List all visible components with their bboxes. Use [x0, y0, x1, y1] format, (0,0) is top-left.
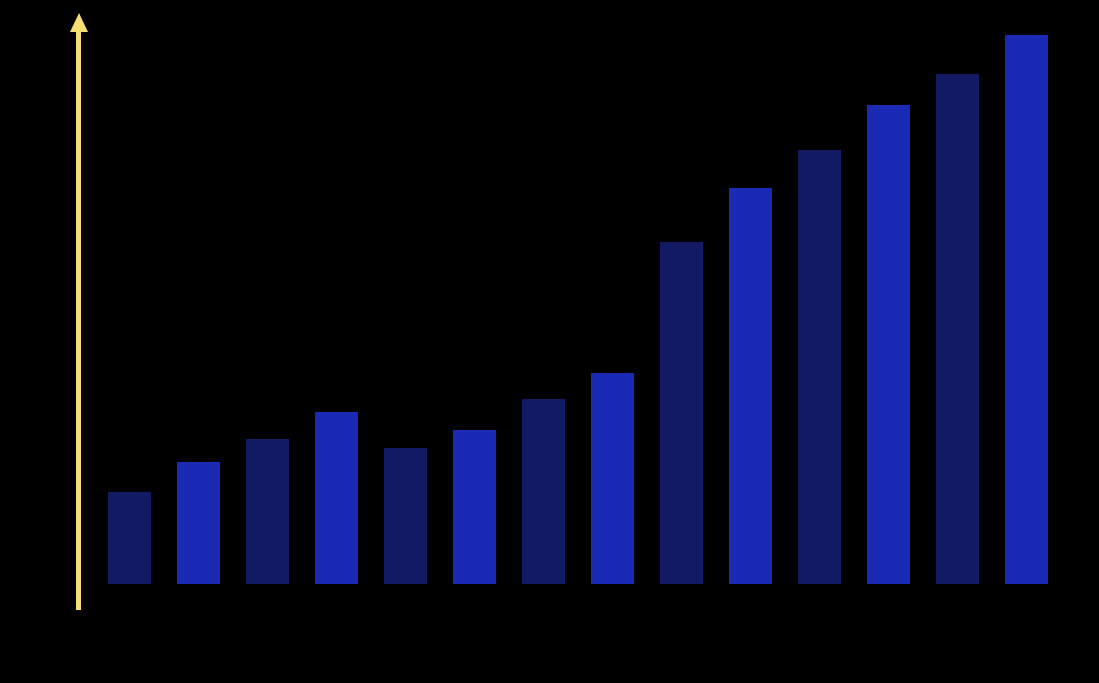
- bar-10: [729, 188, 772, 584]
- bar-11: [798, 150, 841, 584]
- y-axis-line: [76, 28, 81, 610]
- y-axis-arrow-up-icon: [69, 13, 88, 32]
- bar-8: [591, 373, 634, 584]
- bar-5: [384, 448, 427, 584]
- bar-12: [867, 105, 910, 584]
- bar-4: [315, 412, 358, 584]
- bar-1: [108, 492, 151, 584]
- bar-9: [660, 242, 703, 584]
- bar-2: [177, 462, 220, 584]
- bar-7: [522, 399, 565, 584]
- bars: [108, 24, 1048, 584]
- bar-6: [453, 430, 496, 584]
- bar-3: [246, 439, 289, 584]
- bar-14: [1005, 35, 1048, 584]
- bar-13: [936, 74, 979, 584]
